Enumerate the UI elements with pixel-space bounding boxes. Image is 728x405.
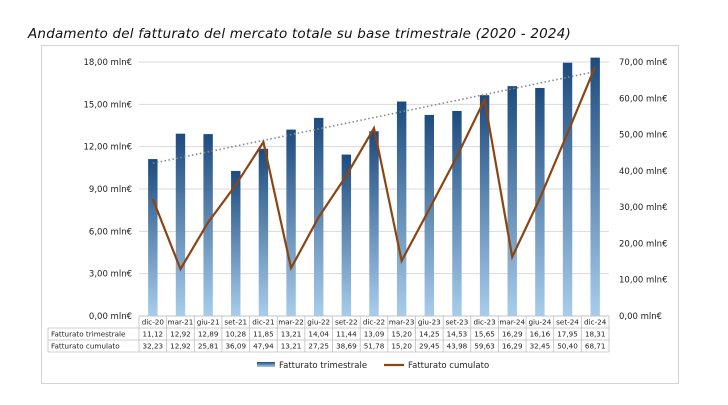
x-tick-label: giu-22 xyxy=(307,318,330,327)
bar xyxy=(590,57,600,317)
bar xyxy=(479,95,490,317)
x-tick-label: dic-21 xyxy=(252,318,274,327)
table-cell-quarterly: 14,25 xyxy=(419,330,440,339)
table-cell-quarterly: 14,04 xyxy=(308,330,329,339)
table-cell-cumulative: 32,45 xyxy=(530,342,551,351)
table-cell-cumulative: 47,94 xyxy=(253,342,274,351)
x-tick-label: mar-22 xyxy=(278,318,304,327)
table-cell-cumulative: 12,92 xyxy=(170,342,191,351)
right-axis-tick-label: 30,00 mln€ xyxy=(619,203,667,213)
right-axis-tick-label: 60,00 mln€ xyxy=(619,94,667,104)
bar xyxy=(452,110,462,317)
right-axis-tick-label: 10,00 mln€ xyxy=(619,276,667,286)
bar xyxy=(203,134,213,316)
cumulative-line xyxy=(151,66,597,272)
x-tick-label: set-21 xyxy=(224,318,247,327)
data-table: Fatturato trimestrale Fatturato cumulato d… xyxy=(47,315,610,353)
right-axis-ticks: 0,00 mln€ 10,00 mln€ 20,00 mln€ 30,00 mln€ 4… xyxy=(619,58,667,322)
table-cell-quarterly: 15,20 xyxy=(391,330,412,339)
x-tick-label: mar-21 xyxy=(168,318,194,327)
table-cell-quarterly: 15,65 xyxy=(474,330,495,339)
bar xyxy=(424,114,434,317)
table-cell-cumulative: 68,71 xyxy=(585,342,606,351)
bar xyxy=(562,62,573,317)
x-tick-label: set-23 xyxy=(446,318,469,327)
table-cell-cumulative: 25,81 xyxy=(198,342,219,351)
x-tick-label: giu-23 xyxy=(418,318,441,327)
table-row-label: Fatturato trimestrale xyxy=(51,330,126,339)
chart-frame: 0,00 mln€ 3,00 mln€ 6,00 mln€ 9,00 mln€ 12,0… xyxy=(41,45,679,384)
table-cell-quarterly: 16,29 xyxy=(502,330,523,339)
table-cell-cumulative: 13,21 xyxy=(281,342,302,351)
bar xyxy=(341,154,352,316)
bar xyxy=(175,133,186,316)
bar xyxy=(396,101,407,316)
table-cell-quarterly: 11,85 xyxy=(253,330,274,339)
table-cell-cumulative: 36,09 xyxy=(225,342,246,351)
table-cell-cumulative: 51,78 xyxy=(364,342,385,351)
left-axis-ticks: 0,00 mln€ 3,00 mln€ 6,00 mln€ 9,00 mln€ 12,0… xyxy=(84,58,132,322)
left-axis-tick-label: 12,00 mln€ xyxy=(84,143,132,153)
x-tick-label: giu-24 xyxy=(528,318,551,327)
bar xyxy=(286,129,296,316)
table-cell-cumulative: 50,40 xyxy=(557,342,578,351)
bar xyxy=(369,131,379,316)
table-cell-cumulative: 43,98 xyxy=(447,342,468,351)
table-cell-cumulative: 27,25 xyxy=(308,342,329,351)
table-cell-cumulative: 29,45 xyxy=(419,342,440,351)
legend: Fatturato trimestrale Fatturato cumulato xyxy=(257,361,489,371)
table-cell-cumulative: 15,20 xyxy=(391,342,412,351)
legend-label: Fatturato trimestrale xyxy=(279,361,367,371)
bar xyxy=(231,170,241,316)
x-tick-label: dic-24 xyxy=(584,318,607,327)
right-axis-tick-label: 40,00 mln€ xyxy=(619,167,667,177)
x-tick-label: mar-23 xyxy=(389,318,415,327)
left-axis-tick-label: 0,00 mln€ xyxy=(89,312,132,322)
bar xyxy=(258,148,269,316)
table-cell-quarterly: 12,92 xyxy=(170,330,191,339)
combo-chart: 0,00 mln€ 3,00 mln€ 6,00 mln€ 9,00 mln€ 12,0… xyxy=(47,57,667,371)
left-axis-tick-label: 6,00 mln€ xyxy=(89,227,132,237)
x-tick-label: giu-21 xyxy=(197,318,220,327)
trendline xyxy=(152,70,596,165)
right-axis-tick-label: 20,00 mln€ xyxy=(619,239,667,249)
legend-swatch-bars xyxy=(257,362,275,367)
table-cell-cumulative: 32,23 xyxy=(143,342,164,351)
bar xyxy=(148,159,158,316)
right-axis-tick-label: 70,00 mln€ xyxy=(619,58,667,68)
table-cell-quarterly: 11,12 xyxy=(143,330,164,339)
table-cell-quarterly: 10,28 xyxy=(225,330,246,339)
legend-label: Fatturato cumulato xyxy=(408,361,489,371)
x-tick-label: dic-20 xyxy=(142,318,165,327)
x-tick-label: dic-22 xyxy=(363,318,385,327)
table-cell-quarterly: 14,53 xyxy=(447,330,468,339)
table-cell-quarterly: 11,44 xyxy=(336,330,357,339)
chart-title: Andamento del fatturato del mercato tota… xyxy=(28,26,571,42)
table-cell-quarterly: 13,21 xyxy=(281,330,302,339)
table-cell-quarterly: 18,31 xyxy=(585,330,606,339)
left-axis-tick-label: 18,00 mln€ xyxy=(84,58,132,68)
table-cell-quarterly: 13,09 xyxy=(364,330,385,339)
line-series xyxy=(151,66,597,272)
left-axis-tick-label: 15,00 mln€ xyxy=(84,100,132,110)
table-cell-cumulative: 38,69 xyxy=(336,342,357,351)
table-cell-quarterly: 12,89 xyxy=(198,330,219,339)
right-axis-tick-label: 0,00 mln€ xyxy=(619,312,662,322)
table-cell-quarterly: 17,95 xyxy=(557,330,578,339)
x-tick-label: dic-23 xyxy=(473,318,495,327)
table-cell-cumulative: 16,29 xyxy=(502,342,523,351)
trendline-dotted xyxy=(152,70,596,165)
bar xyxy=(507,86,517,316)
right-axis-tick-label: 50,00 mln€ xyxy=(619,131,667,141)
bar xyxy=(535,87,545,316)
table-row-label: Fatturato cumulato xyxy=(51,342,120,351)
left-axis-tick-label: 3,00 mln€ xyxy=(89,270,132,280)
x-tick-label: set-24 xyxy=(556,318,579,327)
x-tick-label: set-22 xyxy=(335,318,358,327)
table-cell-quarterly: 16,16 xyxy=(530,330,551,339)
bars-series xyxy=(148,57,600,317)
table-cell-cumulative: 59,63 xyxy=(474,342,495,351)
x-tick-label: mar-24 xyxy=(499,318,525,327)
left-axis-tick-label: 9,00 mln€ xyxy=(89,185,132,195)
